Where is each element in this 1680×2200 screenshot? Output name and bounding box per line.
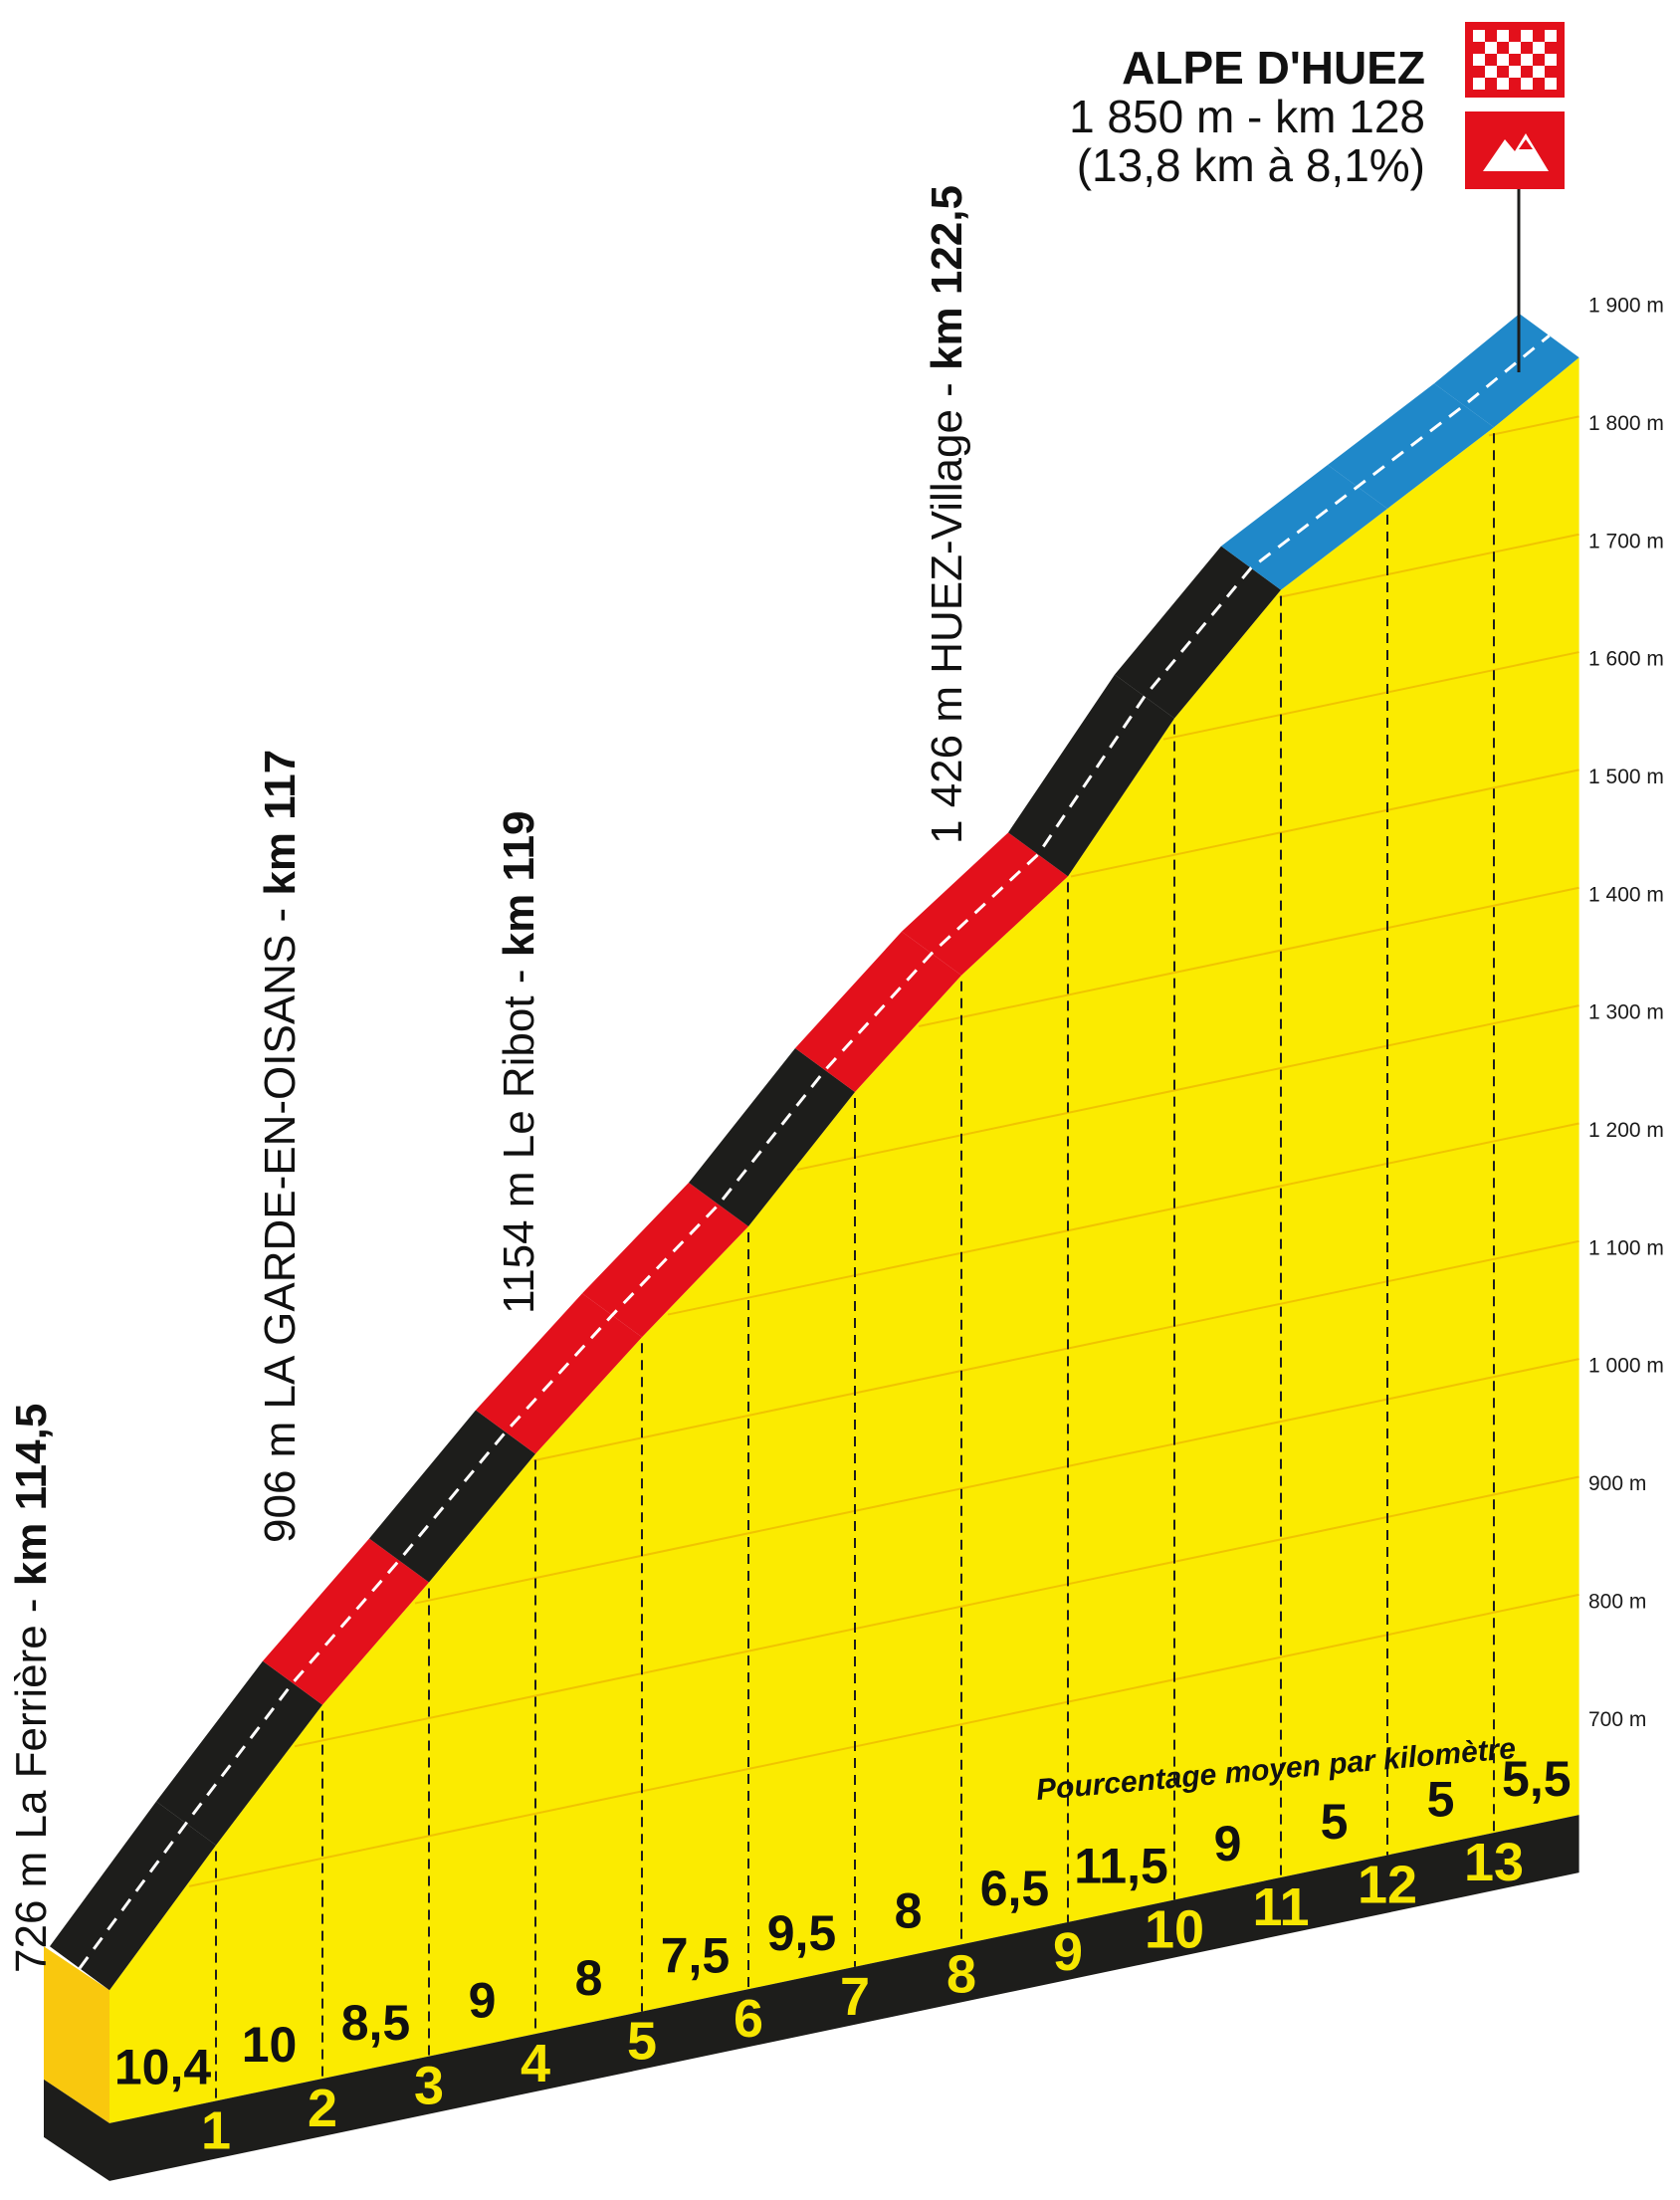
y-tick-label: 1 900 m [1588, 295, 1664, 318]
grid-layer [188, 415, 1579, 1887]
y-tick-label: 1 800 m [1588, 412, 1664, 435]
segment-gradient-label: 10 [242, 2017, 298, 2073]
altitude-grid-line [918, 886, 1579, 1027]
profile-fill-layer [44, 357, 1579, 2123]
mountain-icon [1483, 133, 1549, 171]
checker-square [1485, 42, 1497, 54]
segment-gradient-label: 5 [1427, 1771, 1455, 1827]
y-tick-label: 1 000 m [1588, 1355, 1664, 1378]
km-marker-label: 1 [201, 2100, 231, 2160]
base-strip-layer [44, 1815, 1579, 2181]
checker-square [1545, 78, 1557, 90]
segment-gradient-label: 9 [469, 1972, 497, 2028]
segment-gradient-label: 8 [575, 1950, 603, 2006]
km-marker-label: 4 [521, 2034, 550, 2093]
y-tick-label: 1 600 m [1588, 648, 1664, 671]
checker-square [1509, 66, 1521, 78]
mountain-snow-icon [1519, 139, 1533, 149]
segment-gradient-label: 11,5 [1074, 1839, 1168, 1894]
label-layer: 1 900 m 1 800 m 1 700 m 1 600 m 1 500 m … [7, 42, 1664, 2160]
altitude-grid-line [796, 1004, 1579, 1171]
segment-gradient-label: 5 [1321, 1794, 1349, 1850]
mountain-flag-icon [1465, 111, 1565, 189]
y-tick-label: 1 700 m [1588, 530, 1664, 552]
altitude-grid-line [1070, 769, 1579, 878]
finish-name: ALPE D'HUEZ [1122, 42, 1425, 94]
segment-gradient-label: 8 [895, 1883, 923, 1939]
km-marker-label: 13 [1464, 1833, 1524, 1892]
altitude-grid-line [1488, 415, 1579, 437]
y-tick-label: 1 500 m [1588, 766, 1664, 788]
y-tick-label: 800 m [1588, 1590, 1646, 1613]
altitude-grid-line [1162, 651, 1579, 741]
road-segment-black [50, 1801, 216, 1991]
y-tick-label: 700 m [1588, 1708, 1646, 1731]
segment-gradient-label: 7,5 [661, 1927, 731, 1983]
altitude-grid-line [1278, 533, 1579, 598]
base-strip-side [44, 2079, 109, 2181]
checker-square [1545, 30, 1557, 42]
start-block-face [44, 1946, 109, 2123]
y-tick-label: 1 200 m [1588, 1119, 1664, 1142]
km-marker-label: 7 [840, 1967, 870, 2027]
checker-square [1497, 54, 1509, 66]
y-tick-label: 1 400 m [1588, 883, 1664, 906]
km-marker-label: 5 [627, 2012, 657, 2072]
segment-gradient-label: 5,5 [1502, 1751, 1572, 1807]
location-label: 1 426 m HUEZ-Village - km 122,5 [923, 185, 971, 844]
road-segment-red [476, 1293, 642, 1454]
segment-gradient-label: 10,4 [114, 2040, 212, 2095]
y-tick-label: 900 m [1588, 1472, 1646, 1495]
location-label: 906 m LA GARDE-EN-OISANS - km 117 [256, 750, 305, 1543]
checker-square [1473, 54, 1485, 66]
location-label: 726 m La Ferrière - km 114,5 [7, 1404, 56, 1973]
km-marker-label: 11 [1252, 1877, 1309, 1937]
finish-flag-group [1465, 22, 1565, 372]
checker-square [1497, 78, 1509, 90]
checker-square [1473, 78, 1485, 90]
road-layer [50, 314, 1579, 1991]
road-segment-black [1008, 674, 1174, 877]
segment-gradient-label: 6,5 [980, 1861, 1050, 1916]
segment-gradient-label: 9,5 [767, 1905, 837, 1961]
km-divider-layer [215, 433, 1495, 2101]
km-marker-label: 9 [1053, 1922, 1083, 1982]
checkered-pattern [1473, 30, 1557, 90]
altitude-grid-line [414, 1358, 1579, 1605]
base-strip [109, 1815, 1579, 2181]
checker-square [1497, 30, 1509, 42]
finish-altitude-km: 1 850 m - km 128 [1069, 91, 1425, 142]
km-marker-label: 12 [1358, 1856, 1417, 1915]
checker-square [1533, 66, 1545, 78]
checker-square [1533, 42, 1545, 54]
profile-area [109, 357, 1579, 2123]
location-label: 1154 m Le Ribot - km 119 [495, 810, 543, 1314]
altitude-grid-line [532, 1239, 1579, 1462]
km-marker-label: 6 [734, 1989, 763, 2049]
altitude-grid-line [188, 1593, 1579, 1887]
altitude-grid-line [667, 1122, 1579, 1316]
km-marker-label: 8 [946, 1944, 976, 2004]
checker-square [1521, 78, 1533, 90]
altitude-grid-line [294, 1475, 1579, 1748]
road-centre-line [78, 334, 1551, 1970]
segment-gradient-label: 8,5 [341, 1995, 411, 2051]
km-marker-label: 3 [414, 2057, 444, 2116]
km-marker-label: 2 [308, 2079, 337, 2138]
km-marker-label: 10 [1145, 1899, 1204, 1959]
segment-gradient-label: 9 [1214, 1816, 1242, 1871]
checker-square [1485, 66, 1497, 78]
y-tick-label: 1 100 m [1588, 1236, 1664, 1259]
checker-square [1545, 54, 1557, 66]
checker-square [1521, 54, 1533, 66]
checker-square [1473, 30, 1485, 42]
y-tick-label: 1 300 m [1588, 1001, 1664, 1024]
checker-square [1521, 30, 1533, 42]
checker-square [1509, 42, 1521, 54]
finish-climb-stats: (13,8 km à 8,1%) [1077, 139, 1425, 191]
